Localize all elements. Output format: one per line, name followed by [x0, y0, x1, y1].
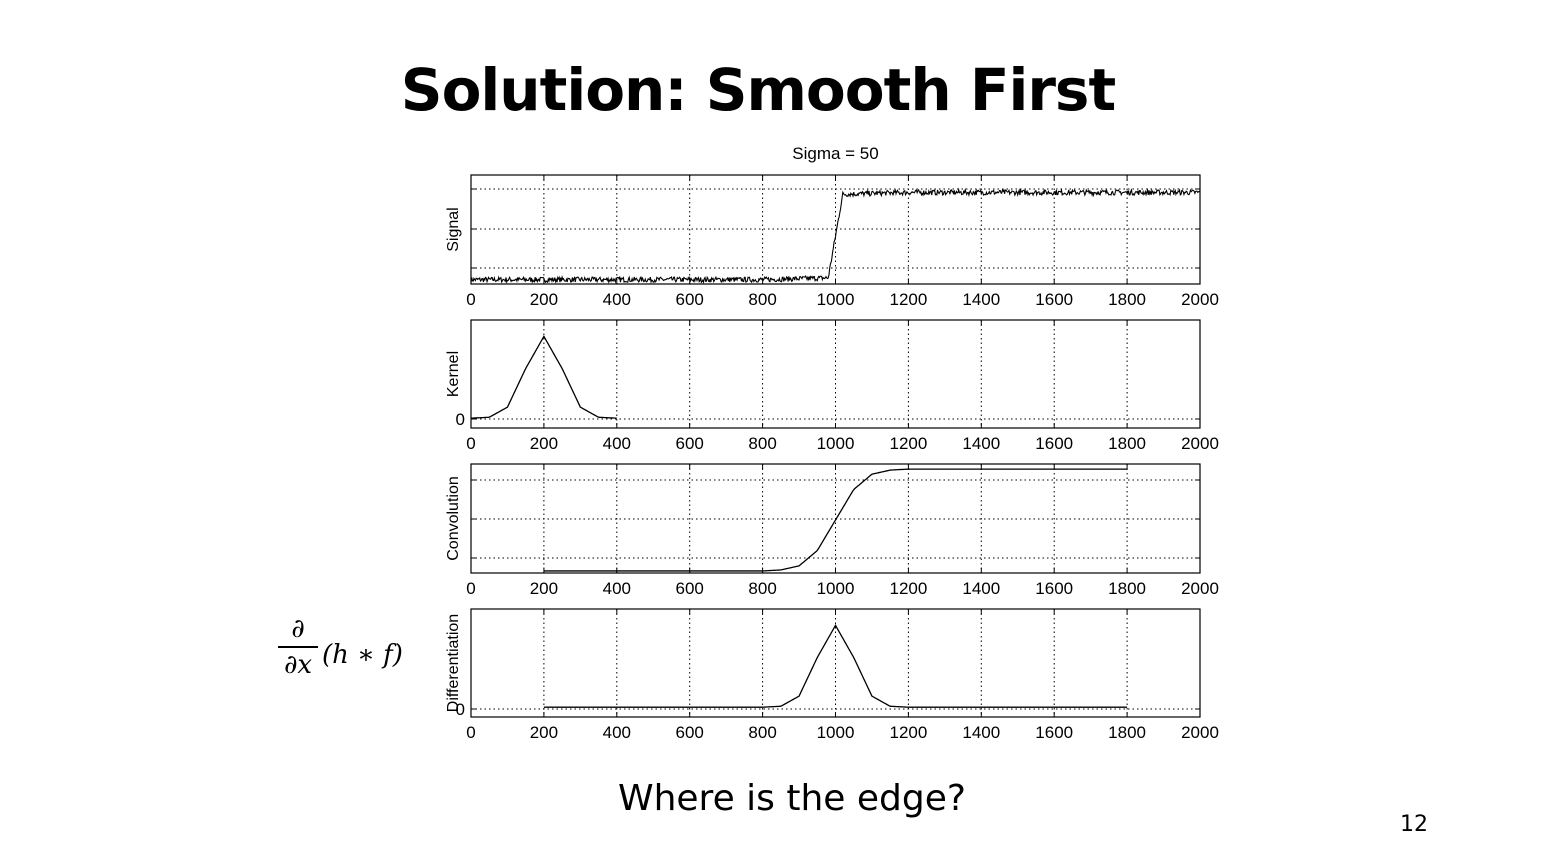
slide-title: Solution: Smooth First	[400, 56, 1116, 124]
slide-caption: Where is the edge?	[618, 778, 966, 819]
x-tick-label: 200	[530, 723, 558, 742]
x-tick-label: 2000	[1181, 434, 1219, 453]
x-tick-label: 200	[530, 290, 558, 309]
x-tick-label: 400	[603, 579, 631, 598]
chart-title: Sigma = 50	[792, 144, 878, 163]
x-tick-label: 600	[676, 434, 704, 453]
x-tick-label: 1600	[1035, 579, 1073, 598]
subplot-kernel: 0 200 400 600 800 1000 1200 1400 1600 1800 2000 0 Ke…	[445, 319, 1219, 453]
x-tick-label: 1400	[962, 579, 1000, 598]
y-axis-label: Differentiation	[445, 614, 462, 712]
page-number: 12	[1400, 812, 1428, 837]
x-tick-label: 1800	[1108, 579, 1146, 598]
x-tick-label: 1400	[962, 434, 1000, 453]
x-tick-label: 1000	[817, 434, 855, 453]
x-tick-label: 1400	[962, 723, 1000, 742]
axes-frame	[470, 174, 1201, 285]
x-tick-label: 1800	[1108, 723, 1146, 742]
axes-frame	[470, 463, 1201, 574]
x-tick-label: 1000	[817, 579, 855, 598]
x-tick-label: 2000	[1181, 579, 1219, 598]
x-tick-label: 0	[466, 290, 475, 309]
y-tick-label: 0	[456, 700, 465, 719]
y-axis-label: Kernel	[445, 351, 462, 397]
x-tick-label: 600	[676, 290, 704, 309]
x-tick-label: 1200	[889, 434, 927, 453]
x-tick-label: 1400	[962, 290, 1000, 309]
series-line	[543, 624, 1128, 708]
x-tick-label: 1800	[1108, 290, 1146, 309]
subplot-differentiation: 0 200 400 600 800 1000 1200 1400 1600 1800 2000 0Di…	[445, 608, 1219, 742]
series-line	[470, 187, 1201, 285]
x-tick-label: 400	[603, 434, 631, 453]
x-tick-label: 800	[748, 723, 776, 742]
y-axis-label: Convolution	[445, 476, 462, 561]
formula-fraction: ∂ ∂x	[276, 612, 320, 682]
x-tick-label: 200	[530, 579, 558, 598]
x-tick-label: 1600	[1035, 290, 1073, 309]
x-tick-label: 1600	[1035, 723, 1073, 742]
x-tick-label: 0	[466, 723, 475, 742]
formula-fraction-bar	[278, 646, 318, 648]
x-tick-label: 1800	[1108, 434, 1146, 453]
subplot-signal: 0 200 400 600 800 1000 1200 1400 1600 1800 2000 Sig…	[445, 144, 1219, 309]
x-tick-label: 2000	[1181, 723, 1219, 742]
x-tick-label: 1000	[817, 723, 855, 742]
x-tick-label: 2000	[1181, 290, 1219, 309]
formula-denominator: ∂x	[283, 650, 313, 680]
x-tick-label: 0	[466, 579, 475, 598]
x-tick-label: 400	[603, 723, 631, 742]
axes-frame	[470, 319, 1201, 429]
series-line	[543, 468, 1128, 572]
x-tick-label: 1200	[889, 723, 927, 742]
x-tick-label: 800	[748, 579, 776, 598]
formula-expression: (h ∗ f)	[322, 640, 403, 670]
y-tick-label: 0	[456, 410, 465, 429]
x-tick-label: 0	[466, 434, 475, 453]
x-tick-label: 600	[676, 579, 704, 598]
series-line	[470, 335, 617, 419]
x-tick-label: 200	[530, 434, 558, 453]
axes-frame	[470, 608, 1201, 718]
x-tick-label: 600	[676, 723, 704, 742]
subplot-convolution: 0 200 400 600 800 1000 1200 1400 1600 1800 2000 Con…	[445, 463, 1219, 598]
x-tick-label: 1000	[817, 290, 855, 309]
x-tick-label: 1200	[889, 579, 927, 598]
formula-numerator: ∂	[291, 614, 305, 644]
x-tick-label: 400	[603, 290, 631, 309]
x-tick-label: 800	[748, 290, 776, 309]
x-tick-label: 1200	[889, 290, 927, 309]
x-tick-label: 800	[748, 434, 776, 453]
x-tick-label: 1600	[1035, 434, 1073, 453]
y-axis-label: Signal	[445, 207, 462, 251]
